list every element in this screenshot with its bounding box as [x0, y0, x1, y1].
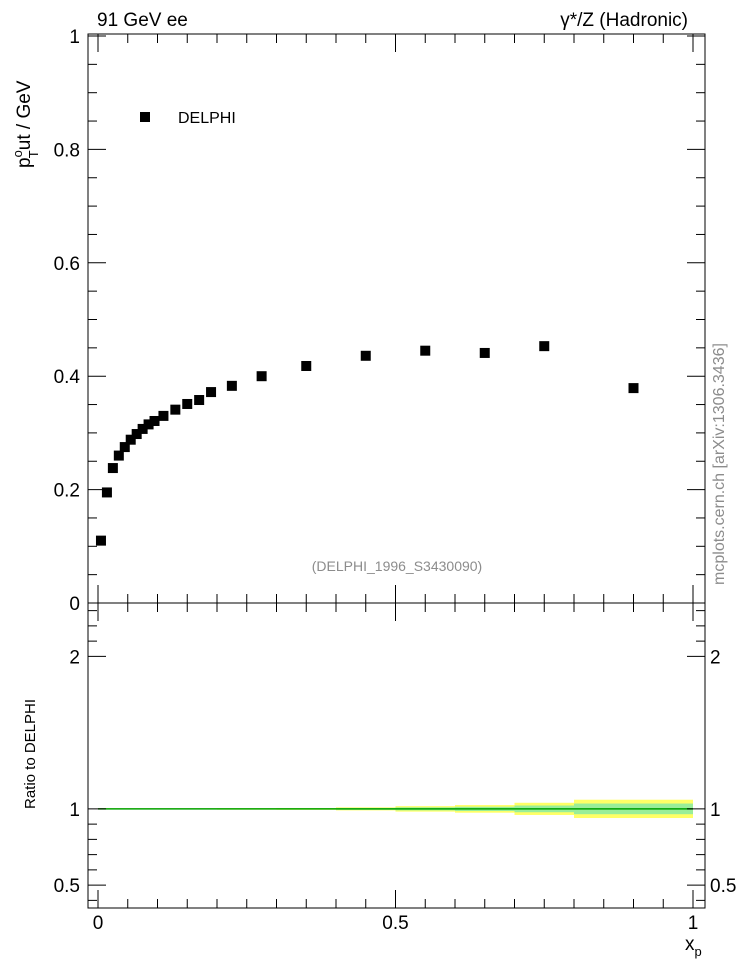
- data-point: [137, 423, 148, 434]
- data-point: [143, 419, 154, 430]
- data-point: [158, 410, 169, 421]
- data-point: [95, 535, 106, 546]
- xtick-label: 0: [93, 913, 104, 934]
- xlabel: xp: [685, 934, 702, 959]
- data-point: [301, 360, 312, 371]
- main-ylabel: poTut / GeV: [10, 80, 41, 168]
- data-point: [107, 463, 118, 474]
- ratio-ytick-label-left: 1: [69, 800, 80, 821]
- xlabel-x: x: [685, 934, 695, 955]
- data-point: [360, 350, 371, 361]
- header-left: 91 GeV ee: [97, 10, 188, 31]
- data-point: [170, 404, 181, 415]
- data-point: [206, 387, 217, 398]
- main-ytick-label: 1: [69, 27, 80, 48]
- main-plot-ticks: [88, 34, 705, 604]
- data-point: [420, 345, 431, 356]
- ratio-ylabel: Ratio to DELPHI: [22, 699, 39, 809]
- ratio-ytick-label-left: 2: [69, 647, 80, 668]
- data-point: [539, 341, 550, 352]
- ylabel-p: p: [14, 157, 35, 168]
- data-point: [101, 487, 112, 498]
- data-point: [226, 380, 237, 391]
- ratio-ytick-labels: 0.5 0.5 1 1 2 2: [54, 647, 737, 897]
- legend-label-delphi: DELPHI: [178, 110, 236, 127]
- main-ytick-labels: 0 0.2 0.4 0.6 0.8 1: [54, 27, 81, 615]
- header-right: γ*/Z (Hadronic): [560, 10, 688, 31]
- xtick-label: 0.5: [382, 913, 408, 934]
- data-point: [256, 371, 267, 382]
- data-point: [113, 450, 124, 461]
- xlabel-sub: p: [695, 944, 702, 959]
- xtick-label: 1: [688, 913, 699, 934]
- watermark: mcplots.cern.ch [arXiv:1306.3436]: [711, 343, 728, 585]
- main-ytick-label: 0.6: [54, 254, 80, 275]
- data-point: [131, 429, 142, 440]
- legend-marker-delphi: [140, 112, 150, 122]
- data-point: [479, 347, 490, 358]
- ratio-ytick-label-right: 1: [710, 800, 721, 821]
- delphi-data-points: [95, 341, 639, 546]
- data-point: [119, 442, 130, 453]
- ratio-ytick-label-right: 2: [710, 647, 721, 668]
- data-point: [182, 398, 193, 409]
- ratio-ytick-label-left: 0.5: [54, 876, 80, 897]
- reference-label: (DELPHI_1996_S3430090): [312, 558, 482, 574]
- ratio-plot-ticks: [88, 603, 705, 908]
- legend: DELPHI: [140, 110, 236, 127]
- ylabel-rest: ut / GeV: [14, 80, 35, 150]
- ratio-xtick-labels: 0 0.5 1: [93, 913, 699, 934]
- main-ytick-label: 0.2: [54, 481, 80, 502]
- data-point: [125, 434, 136, 445]
- data-point: [194, 395, 205, 406]
- ylabel-sup: o: [10, 150, 25, 157]
- main-ytick-label: 0.8: [54, 140, 80, 161]
- main-ytick-label: 0.4: [54, 367, 81, 388]
- main-ytick-label: 0: [69, 594, 80, 615]
- ratio-plot-frame: [87, 602, 706, 909]
- data-point: [149, 415, 160, 426]
- ylabel-sub: T: [26, 150, 41, 158]
- ratio-ytick-label-right: 0.5: [710, 876, 736, 897]
- data-point: [628, 383, 639, 394]
